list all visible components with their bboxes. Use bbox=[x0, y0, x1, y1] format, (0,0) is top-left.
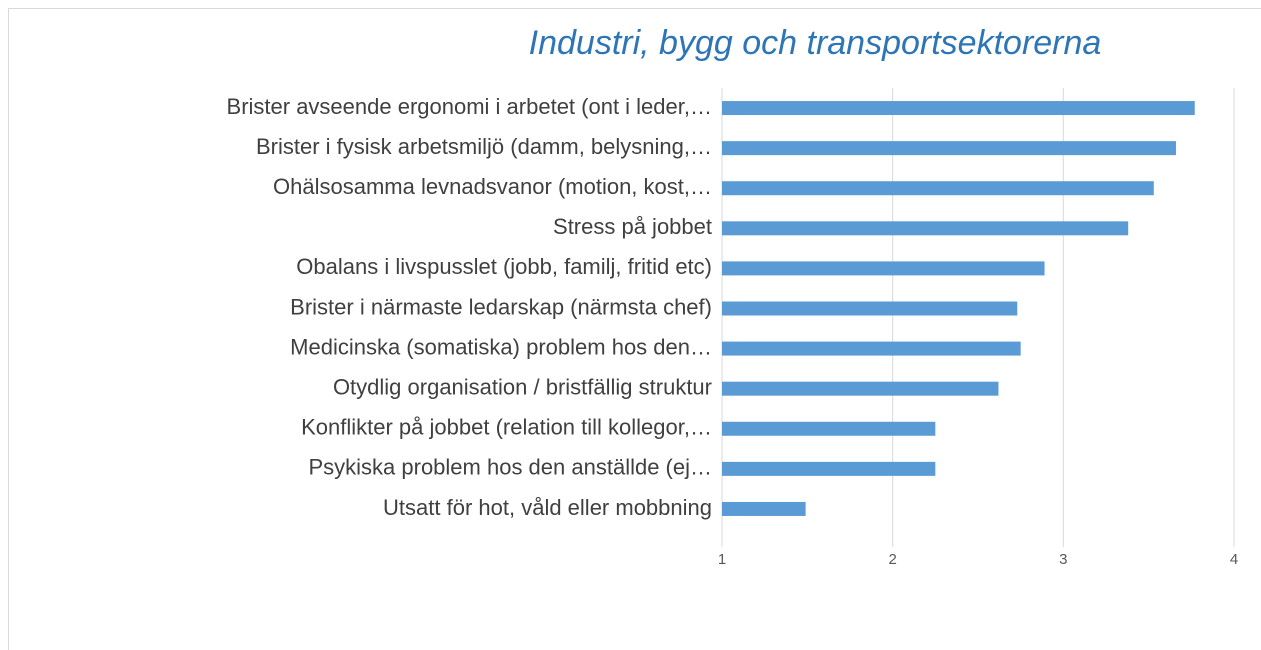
bar bbox=[722, 301, 1018, 316]
y-tick-label: Psykiska problem hos den anställde (ej… bbox=[308, 455, 712, 480]
chart-title: Industri, bygg och transportsektorerna bbox=[529, 24, 1102, 62]
y-tick-label: Brister avseende ergonomi i arbetet (ont… bbox=[227, 94, 712, 119]
bar bbox=[722, 221, 1129, 236]
bar bbox=[722, 421, 936, 436]
bar bbox=[722, 181, 1154, 196]
bar bbox=[722, 501, 806, 516]
y-tick-label: Obalans i livspusslet (jobb, familj, fri… bbox=[296, 254, 712, 279]
y-tick-label: Konflikter på jobbet (relation till koll… bbox=[301, 415, 712, 440]
y-tick-label: Utsatt för hot, våld eller mobbning bbox=[383, 495, 712, 520]
x-tick-label: 3 bbox=[1059, 551, 1067, 568]
x-tick-label: 4 bbox=[1230, 551, 1238, 568]
x-tick-label: 2 bbox=[888, 551, 896, 568]
bar bbox=[722, 381, 999, 396]
chart-frame bbox=[8, 8, 1261, 650]
y-tick-label: Ohälsosamma levnadsvanor (motion, kost,… bbox=[273, 174, 712, 199]
y-tick-label: Otydlig organisation / bristfällig struk… bbox=[333, 374, 712, 399]
x-tick-label: 1 bbox=[718, 551, 726, 568]
bar bbox=[722, 461, 936, 476]
y-tick-label: Stress på jobbet bbox=[553, 214, 712, 239]
y-tick-label: Brister i närmaste ledarskap (närmsta ch… bbox=[290, 294, 712, 319]
bar bbox=[722, 341, 1021, 356]
y-tick-label: Brister i fysisk arbetsmiljö (damm, bely… bbox=[256, 134, 712, 159]
bar bbox=[722, 141, 1176, 156]
y-tick-label: Medicinska (somatiska) problem hos den… bbox=[290, 334, 712, 359]
bar bbox=[722, 261, 1045, 276]
bar bbox=[722, 101, 1195, 116]
